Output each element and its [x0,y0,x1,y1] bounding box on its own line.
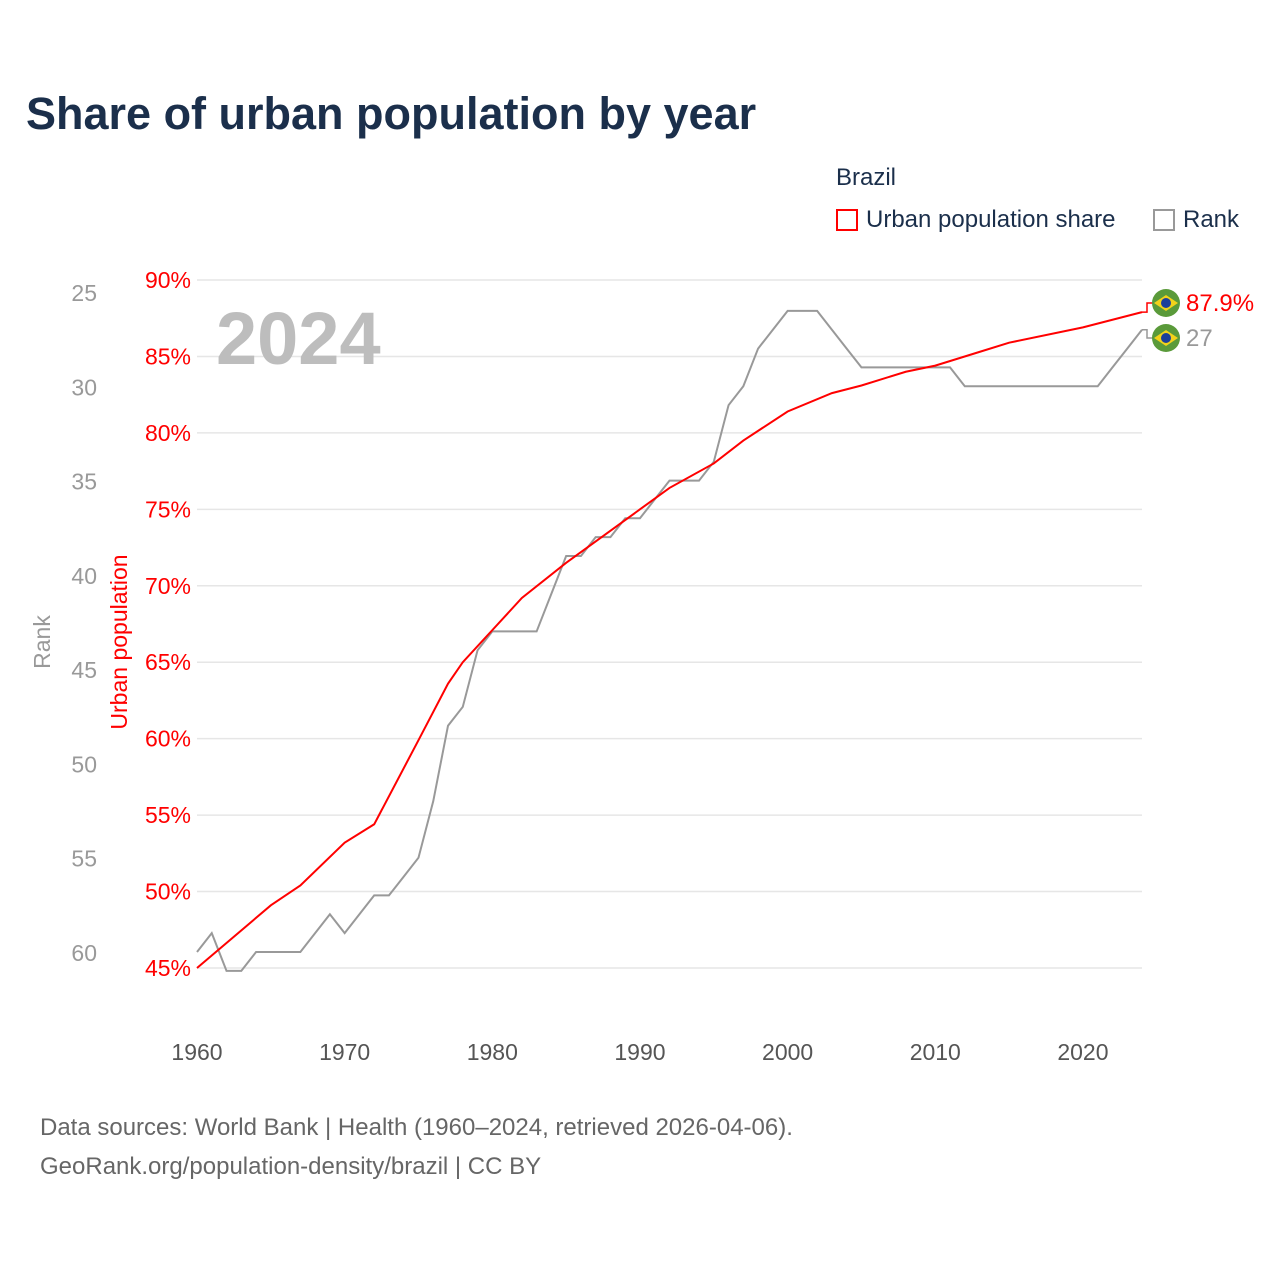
y-tick-label-share: 65% [145,649,191,675]
source-text: Data sources: World Bank | Health (1960–… [40,1114,793,1141]
x-tick-label: 1980 [467,1039,518,1065]
y-tick-label-share: 70% [145,573,191,599]
y-tick-label-share: 50% [145,879,191,905]
y-tick-label-rank: 25 [71,280,97,306]
legend-label-share: Urban population share [866,206,1116,233]
legend-swatch-share [836,209,858,231]
legend-label-rank: Rank [1183,206,1240,233]
legend-title: Brazil [836,164,897,191]
x-tick-label: 2000 [762,1039,813,1065]
y-tick-label-rank: 55 [71,846,97,872]
footer: Data sources: World Bank | Health (1960–… [40,1108,793,1186]
y-tick-label-share: 60% [145,726,191,752]
share-line [196,311,1143,969]
x-tick-label: 2010 [910,1039,961,1065]
x-tick-label: 1990 [614,1039,665,1065]
flag-globe [1161,333,1171,343]
y-axis-label-rank: Rank [29,615,55,669]
y-tick-label-share: 55% [145,802,191,828]
x-tick-label: 2020 [1057,1039,1108,1065]
license-text: GeoRank.org/population-density/brazil | … [40,1153,542,1180]
y-tick-label-share: 85% [145,343,191,369]
y-tick-label-share: 75% [145,496,191,522]
y-tick-label-rank: 60 [71,940,97,966]
year-watermark: 2024 [216,297,381,380]
share-connector [1142,302,1154,313]
rank-connector [1142,328,1154,339]
y-tick-label-rank: 40 [71,563,97,589]
end-label-rank: 27 [1186,325,1213,352]
legend-item-share[interactable]: Urban population share [836,206,1116,234]
y-tick-label-rank: 45 [71,657,97,683]
x-tick-label: 1970 [319,1039,370,1065]
y-tick-label-rank: 30 [71,374,97,400]
y-tick-label-share: 80% [145,420,191,446]
rank-line [196,309,1143,972]
x-tick-label: 1960 [171,1039,222,1065]
y-tick-label-rank: 50 [71,751,97,777]
y-axis-label-share: Urban population [106,554,132,729]
end-label-share: 87.9% [1186,290,1254,317]
y-tick-label-share: 45% [145,955,191,981]
legend-item-rank[interactable]: Rank [1153,206,1239,234]
legend-swatch-rank [1153,209,1175,231]
flag-globe [1161,298,1171,308]
y-tick-label-rank: 35 [71,469,97,495]
chart-title: Share of urban population by year [26,88,757,139]
y-tick-label-share: 90% [145,267,191,293]
